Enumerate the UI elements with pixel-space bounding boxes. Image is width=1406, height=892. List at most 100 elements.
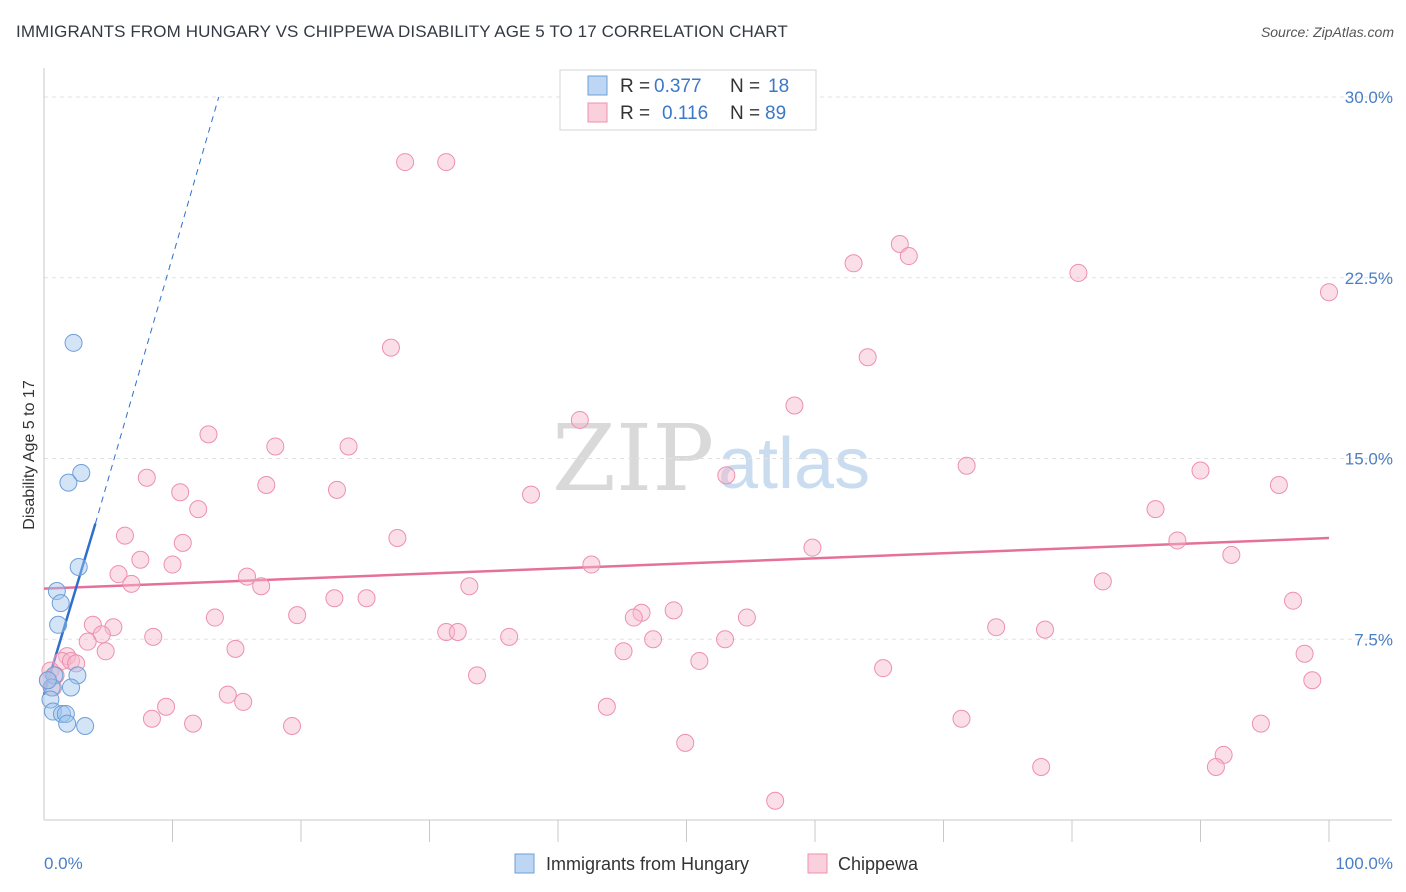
point-hungary xyxy=(38,671,57,690)
point-chippewa xyxy=(96,642,115,661)
y-tick-label: 7.5% xyxy=(1354,630,1393,649)
point-chippewa xyxy=(122,574,141,593)
point-chippewa xyxy=(396,153,415,172)
bottom-legend-label-chippewa: Chippewa xyxy=(838,854,919,874)
point-chippewa xyxy=(1093,572,1112,591)
y-tick-labels: 7.5% 15.0% 22.5% 30.0% xyxy=(1345,88,1393,649)
point-chippewa xyxy=(957,456,976,475)
point-chippewa xyxy=(785,396,804,415)
point-chippewa xyxy=(716,630,735,649)
point-chippewa xyxy=(83,615,102,634)
x-tick-label-max: 100.0% xyxy=(1335,854,1393,873)
point-hungary xyxy=(52,704,71,723)
point-chippewa xyxy=(690,651,709,670)
point-chippewa xyxy=(468,666,487,685)
point-chippewa xyxy=(205,608,224,627)
legend-r-value-chippewa: 0.116 xyxy=(662,103,708,124)
point-chippewa xyxy=(522,485,541,504)
legend-n-label-chippewa: N = xyxy=(730,103,760,124)
x-ticks xyxy=(172,820,1330,842)
point-chippewa xyxy=(624,608,643,627)
point-chippewa xyxy=(1206,757,1225,776)
point-chippewa xyxy=(766,791,785,810)
point-chippewa xyxy=(388,529,407,548)
point-chippewa xyxy=(614,642,633,661)
legend-r-label-hungary: R = xyxy=(620,76,650,97)
point-hungary xyxy=(56,704,75,723)
point-chippewa xyxy=(952,709,971,728)
point-hungary xyxy=(41,690,60,709)
point-chippewa xyxy=(199,425,218,444)
point-chippewa xyxy=(874,659,893,678)
legend-swatch-chippewa xyxy=(587,102,608,123)
gridlines xyxy=(44,96,1392,640)
point-chippewa xyxy=(1284,591,1303,610)
point-chippewa xyxy=(717,466,736,485)
point-chippewa xyxy=(218,685,237,704)
point-chippewa xyxy=(325,589,344,608)
point-chippewa xyxy=(381,338,400,357)
point-chippewa xyxy=(144,627,163,646)
point-chippewa xyxy=(238,567,257,586)
point-hungary xyxy=(76,717,95,736)
point-hungary xyxy=(64,333,83,352)
point-chippewa xyxy=(142,709,161,728)
point-chippewa xyxy=(184,714,203,733)
point-chippewa xyxy=(570,410,589,429)
legend-r-value-hungary: 0.377 xyxy=(654,76,702,97)
point-chippewa xyxy=(644,630,663,649)
point-chippewa xyxy=(78,632,97,651)
x-tick-label-min: 0.0% xyxy=(44,854,83,873)
point-chippewa xyxy=(288,606,307,625)
watermark-atlas: atlas xyxy=(718,424,870,504)
y-tick-label: 22.5% xyxy=(1345,269,1393,288)
point-chippewa xyxy=(437,153,456,172)
point-chippewa xyxy=(1251,714,1270,733)
point-chippewa xyxy=(234,692,253,711)
point-hungary xyxy=(51,594,70,613)
point-chippewa xyxy=(1320,283,1338,302)
point-chippewa xyxy=(664,601,683,620)
point-hungary xyxy=(69,557,88,576)
point-chippewa xyxy=(252,577,271,596)
bottom-legend-swatch-hungary xyxy=(514,853,535,874)
point-chippewa xyxy=(109,565,128,584)
point-hungary xyxy=(59,473,78,492)
legend-n-value-hungary: 18 xyxy=(768,76,789,97)
point-chippewa xyxy=(92,625,111,644)
trend-line-chippewa xyxy=(43,536,1330,590)
point-chippewa xyxy=(171,483,190,502)
point-chippewa xyxy=(1303,671,1322,690)
point-chippewa xyxy=(1168,531,1187,550)
point-chippewa xyxy=(131,550,150,569)
point-chippewa xyxy=(582,555,601,574)
point-chippewa xyxy=(460,577,479,596)
point-chippewa xyxy=(448,623,467,642)
point-chippewa xyxy=(1191,461,1210,480)
point-chippewa xyxy=(104,618,123,637)
point-chippewa xyxy=(987,618,1006,637)
point-chippewa xyxy=(173,533,192,552)
point-chippewa xyxy=(339,437,358,456)
legend-n-label-hungary: N = xyxy=(730,76,760,97)
point-chippewa xyxy=(597,697,616,716)
point-chippewa xyxy=(899,247,918,266)
point-chippewa xyxy=(189,500,208,519)
point-chippewa xyxy=(1269,476,1288,495)
point-chippewa xyxy=(357,589,376,608)
point-chippewa xyxy=(737,608,756,627)
point-chippewa xyxy=(163,555,182,574)
point-chippewa xyxy=(1295,644,1314,663)
point-chippewa xyxy=(137,468,156,487)
point-chippewa xyxy=(676,733,695,752)
point-hungary xyxy=(72,463,91,482)
bottom-legend-label-hungary: Immigrants from Hungary xyxy=(546,854,749,874)
y-axis-label: Disability Age 5 to 17 xyxy=(21,380,38,530)
point-chippewa xyxy=(327,480,346,499)
point-chippewa xyxy=(1036,620,1055,639)
bottom-legend-swatch-chippewa xyxy=(807,853,828,874)
trend-lines xyxy=(42,96,1330,696)
point-chippewa xyxy=(500,627,519,646)
point-hungary xyxy=(49,615,68,634)
